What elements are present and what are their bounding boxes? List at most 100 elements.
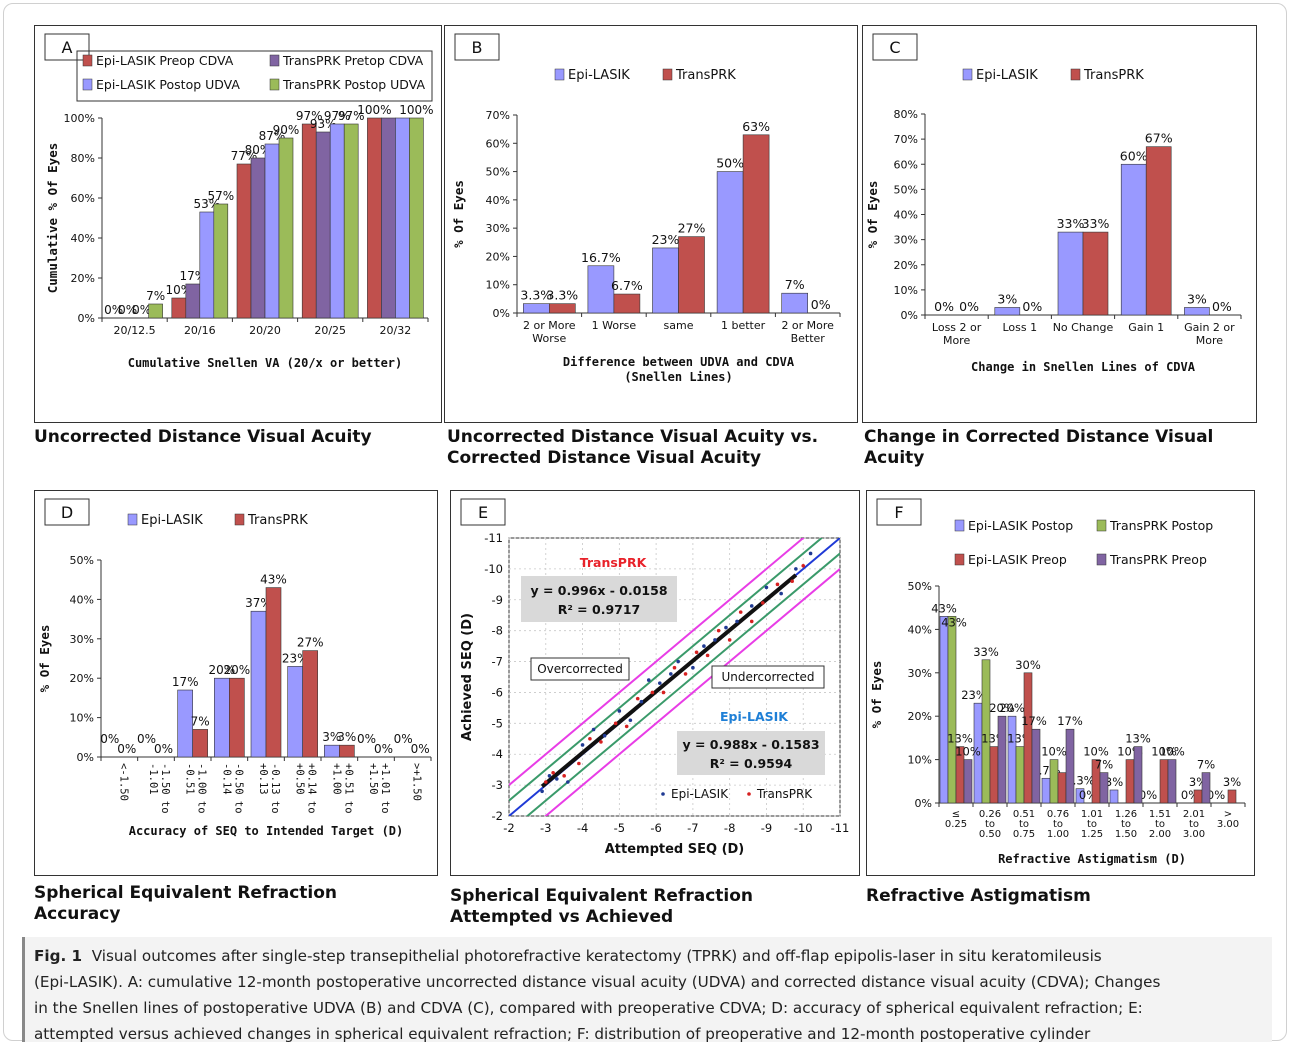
svg-text:Epi-LASIK Postop: Epi-LASIK Postop bbox=[968, 518, 1073, 533]
data-label: 0% bbox=[934, 299, 954, 314]
y-tick-label: 0% bbox=[493, 307, 510, 320]
data-label: 0% bbox=[1212, 299, 1232, 314]
category-label: 2 or More Worse bbox=[523, 319, 576, 345]
chart-d: D 0% 10% 20% 30% 40% 50% <-1.50 -1.50 to-1.01 -1.… bbox=[37, 498, 432, 838]
category-label: 20/32 bbox=[380, 324, 412, 337]
y-tick-label: -2 bbox=[492, 809, 503, 823]
bar-transprk-preop bbox=[1201, 772, 1211, 804]
y-tick-label: 40% bbox=[70, 593, 94, 606]
point-epi-lasik bbox=[602, 733, 607, 738]
plus-half-diopter-line bbox=[525, 552, 840, 816]
svg-text:Epi-LASIK: Epi-LASIK bbox=[141, 513, 203, 528]
data-label: 93% bbox=[310, 117, 337, 131]
bar-transprk bbox=[302, 650, 318, 758]
y-tick-label: 60% bbox=[894, 158, 918, 171]
legend-item: Epi-LASIK bbox=[962, 68, 1038, 83]
point-epi-lasik bbox=[547, 774, 552, 778]
y-tick-label: 30% bbox=[486, 222, 510, 235]
bar-epi-lasik bbox=[214, 677, 230, 758]
x-tick-label: -5 bbox=[614, 821, 625, 835]
point-transprk bbox=[613, 721, 618, 726]
bar-transprk bbox=[613, 293, 641, 314]
x-axis-title: Accuracy of SEQ to Intended Target (D) bbox=[129, 824, 404, 838]
panel-letter: E bbox=[460, 498, 506, 526]
data-label: 23% bbox=[652, 232, 680, 247]
svg-text:TransPRK: TransPRK bbox=[247, 513, 308, 528]
point-epi-lasik bbox=[735, 619, 739, 624]
data-label: 0% bbox=[811, 297, 831, 312]
point-transprk bbox=[716, 628, 721, 633]
undercorrected-boundary-line bbox=[509, 538, 805, 786]
data-label: 13% bbox=[1125, 732, 1151, 746]
point-epi-lasik bbox=[724, 625, 728, 630]
data-label: 100% bbox=[399, 103, 433, 117]
data-label: 13% bbox=[947, 732, 973, 746]
y-tick-label: 40% bbox=[894, 209, 918, 222]
transprk-equation: y = 0.996x - 0.0158 bbox=[530, 583, 667, 598]
bar-epi-lasik bbox=[250, 610, 267, 758]
data-label: 6.7% bbox=[611, 278, 643, 293]
category-label: No Change bbox=[1053, 321, 1114, 334]
data-label: 20% bbox=[223, 663, 250, 677]
y-tick-label: 60% bbox=[71, 192, 95, 205]
y-tick-label: 50% bbox=[894, 183, 918, 196]
bar-epi-lasik-postop-udva bbox=[264, 143, 280, 319]
y-tick-label: 0% bbox=[77, 751, 94, 764]
bar-epi-lasik-postop-udva bbox=[395, 117, 410, 319]
bar-epi-lasik bbox=[177, 689, 193, 758]
x-tick-label: -11 bbox=[831, 821, 850, 835]
svg-text:TransPRK: TransPRK bbox=[756, 787, 813, 801]
bar-transprk bbox=[339, 744, 355, 758]
bar-transprk-preop bbox=[1167, 759, 1177, 804]
legend-item: Epi-LASIK Postop UDVA bbox=[82, 77, 240, 92]
category-label: 1 Worse bbox=[592, 319, 637, 332]
bar-transprk bbox=[742, 134, 770, 314]
y-tick-label: 10% bbox=[894, 284, 918, 297]
epilasik-annotation: Epi-LASIK bbox=[720, 709, 789, 724]
undercorrected-box bbox=[711, 665, 825, 689]
data-label: 87% bbox=[259, 129, 286, 143]
panel-c: C 0% 10% 20% 30% 40% 50% 60% 70% 80% Loss 2 or More… bbox=[862, 25, 1257, 423]
panel-d: D 0% 10% 20% 30% 40% 50% <-1.50 -1.50 to-1.01 -1.… bbox=[34, 490, 438, 876]
epilasik-eq-box bbox=[677, 731, 825, 775]
transprk-r2: R² = 0.9717 bbox=[558, 602, 641, 617]
bar-transprk-pretop-cdva bbox=[315, 131, 331, 319]
bar-epi-lasik bbox=[652, 247, 679, 314]
category-label: 20/20 bbox=[249, 324, 281, 337]
caption-line-3: in the Snellen lines of postoperative UD… bbox=[34, 999, 1143, 1017]
x-tick-label: -6 bbox=[650, 821, 661, 835]
point-transprk bbox=[727, 638, 732, 642]
bar-epi-lasik bbox=[523, 303, 550, 314]
x-axis-title: Change in Snellen Lines of CDVA bbox=[971, 360, 1196, 374]
x-tick-label: -2 bbox=[503, 821, 514, 835]
data-label: 3% bbox=[1105, 775, 1123, 789]
category-label: >+1.50 bbox=[411, 763, 423, 801]
category-label: same bbox=[664, 319, 694, 332]
data-label: 43% bbox=[260, 573, 287, 587]
y-tick-label: 30% bbox=[894, 234, 918, 247]
data-label: 90% bbox=[273, 123, 300, 137]
data-label: 0% bbox=[357, 732, 376, 746]
svg-text:F: F bbox=[894, 503, 903, 522]
bar-epi-lasik-preop-cdva bbox=[301, 123, 317, 319]
point-epi-lasik bbox=[566, 780, 570, 784]
y-tick-label: 20% bbox=[908, 710, 932, 723]
x-tick-label: -3 bbox=[540, 821, 551, 835]
panel-f-title: Refractive Astigmatism bbox=[866, 886, 1091, 906]
point-transprk bbox=[683, 672, 688, 676]
data-label: 43% bbox=[941, 615, 967, 629]
data-label: 0% bbox=[118, 303, 137, 317]
data-label: 0% bbox=[1022, 299, 1042, 314]
bar-epi-lasik-preop bbox=[1057, 772, 1067, 804]
legend-item: Epi-LASIK Postop bbox=[954, 518, 1073, 533]
y-tick-label: -9 bbox=[492, 593, 503, 607]
bar-transprk-pretop-cdva bbox=[185, 283, 201, 319]
data-label: 97% bbox=[324, 109, 351, 123]
y-tick-label: 30% bbox=[908, 667, 932, 680]
x-tick-label: -4 bbox=[577, 821, 588, 835]
point-transprk bbox=[543, 780, 548, 784]
data-label: 0% bbox=[411, 742, 430, 756]
caption-text-1: Visual outcomes after single-step transe… bbox=[91, 947, 1102, 965]
category-label: 2 or More Better bbox=[781, 319, 834, 345]
point-epi-lasik bbox=[657, 681, 662, 685]
